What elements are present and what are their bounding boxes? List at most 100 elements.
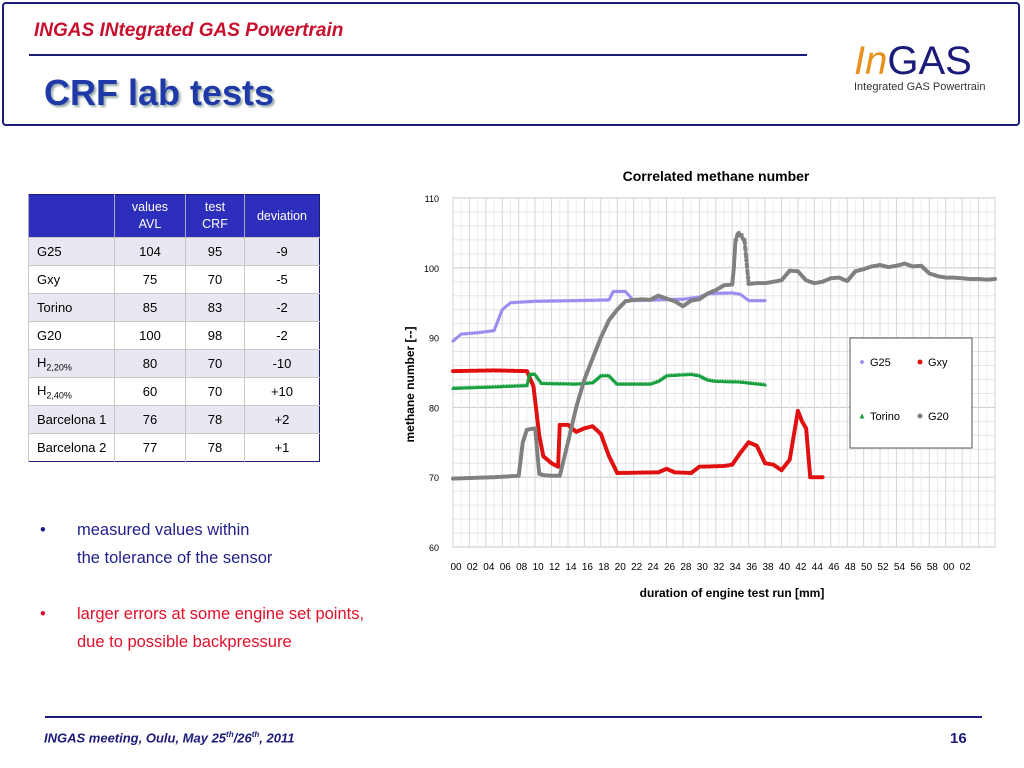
- table-row: H2,20% 80 70 -10: [28, 349, 320, 378]
- data-point-g25: [499, 309, 504, 314]
- bullet-text-line: measured values within: [77, 521, 250, 539]
- logo-in: In: [854, 39, 888, 83]
- bullet-text-line: larger errors at some engine set points,: [77, 605, 365, 623]
- x-tick-label: 28: [680, 562, 692, 573]
- table-row: Barcelona 2 77 78 +1: [28, 433, 320, 462]
- x-tick-label: 50: [861, 562, 873, 573]
- data-point-g20: [917, 413, 923, 419]
- x-tick-label: 24: [648, 562, 660, 573]
- header-test-crf: test CRF: [185, 194, 245, 238]
- data-point-gxy: [820, 475, 825, 480]
- data-point-g20: [746, 275, 751, 280]
- x-tick-label: 40: [779, 562, 791, 573]
- data-point-g20: [742, 241, 747, 246]
- x-tick-label: 10: [533, 562, 545, 573]
- data-point-g25: [500, 307, 505, 312]
- row-label: Barcelona 2: [28, 433, 115, 462]
- x-tick-label: 54: [894, 562, 906, 573]
- cell-test-crf: 95: [185, 237, 245, 266]
- cell-values-avl: 76: [114, 405, 186, 434]
- cell-test-crf: 78: [185, 405, 245, 434]
- table-row: Gxy 75 70 -5: [28, 265, 320, 294]
- data-point-gxy: [917, 359, 923, 365]
- cell-test-crf: 83: [185, 293, 245, 322]
- x-tick-label: 18: [598, 562, 610, 573]
- cell-deviation: -5: [244, 265, 320, 294]
- cell-deviation: +10: [244, 377, 320, 406]
- row-label: G25: [28, 237, 115, 266]
- data-point-g25: [628, 295, 633, 300]
- data-point-g25: [607, 296, 612, 301]
- x-tick-label: 12: [549, 562, 561, 573]
- chart-legend: [849, 337, 973, 449]
- data-point-g25: [497, 315, 502, 320]
- y-tick-label: 100: [424, 264, 439, 274]
- data-point-g25: [452, 338, 457, 343]
- row-label: H2,40%: [28, 377, 115, 406]
- x-tick-label: 30: [697, 562, 709, 573]
- data-point-g25: [458, 333, 463, 338]
- data-point-g25: [506, 302, 511, 307]
- data-point-g25: [492, 327, 497, 332]
- logo-subtitle: Integrated GAS Powertrain: [854, 81, 986, 93]
- y-axis-label: methane number [--]: [403, 326, 417, 442]
- x-tick-label: 08: [516, 562, 528, 573]
- methane-number-chart: 60 70 80 90 100 110 00 02 04 06 08 10 12 14 16 18 20 22 24…: [403, 168, 997, 600]
- x-tick-label: 04: [483, 562, 495, 573]
- cell-values-avl: 77: [114, 433, 186, 462]
- cell-deviation: +1: [244, 433, 320, 462]
- x-tick-label: 20: [615, 562, 627, 573]
- y-tick-label: 110: [425, 194, 439, 204]
- bullet-list: • measured values within the tolerance o…: [40, 516, 364, 656]
- x-tick-label: 46: [828, 562, 840, 573]
- header-banner: INGAS INtegrated GAS Powertrain CRF lab …: [2, 2, 1020, 126]
- legend-label-torino: Torino: [870, 411, 900, 423]
- data-point-g20: [745, 265, 750, 270]
- table-header-row: values AVL test CRF deviation: [28, 194, 320, 238]
- data-point-g20: [734, 237, 739, 242]
- x-tick-label: 36: [746, 562, 758, 573]
- cell-test-crf: 98: [185, 321, 245, 350]
- y-tick-label: 80: [429, 403, 439, 413]
- table-row: H2,40% 60 70 +10: [28, 377, 320, 406]
- data-point-g20: [745, 271, 750, 276]
- data-point-g25: [610, 290, 615, 295]
- table-row: G20 100 98 -2: [28, 321, 320, 350]
- data-point-g25: [745, 297, 750, 302]
- cell-values-avl: 85: [114, 293, 186, 322]
- ingas-logo: InGAS Integrated GAS Powertrain: [854, 39, 1004, 93]
- cell-values-avl: 104: [114, 237, 186, 266]
- y-tick-label: 60: [429, 543, 439, 553]
- x-tick-label: 32: [713, 562, 725, 573]
- data-point-g20: [993, 276, 997, 281]
- header-divider: [29, 54, 807, 56]
- bullet-item-errors: • larger errors at some engine set point…: [40, 600, 364, 656]
- slide-title: CRF lab tests: [44, 72, 275, 113]
- page-number: 16: [950, 730, 967, 747]
- footer-divider: [45, 716, 982, 718]
- row-label: H2,20%: [28, 349, 115, 378]
- x-tick-label: 52: [877, 562, 889, 573]
- legend-label-g25: G25: [870, 357, 891, 369]
- x-tick-label: 42: [795, 562, 807, 573]
- cell-test-crf: 78: [185, 433, 245, 462]
- bullet-text-line: due to possible backpressure: [77, 633, 292, 651]
- table-row: Torino 85 83 -2: [28, 293, 320, 322]
- data-point-g20: [744, 254, 749, 259]
- data-point-torino: [859, 413, 865, 419]
- x-tick-label: 44: [812, 562, 824, 573]
- bullet-text-line: the tolerance of the sensor: [77, 549, 273, 567]
- cell-deviation: -2: [244, 293, 320, 322]
- data-point-g25: [504, 303, 509, 308]
- x-tick-label: 58: [927, 562, 939, 573]
- x-tick-label: 02: [960, 562, 972, 573]
- cell-test-crf: 70: [185, 377, 245, 406]
- data-point-g25: [859, 359, 865, 365]
- logo-gas: GAS: [887, 39, 972, 83]
- data-point-g25: [507, 301, 512, 306]
- y-tick-label: 90: [429, 334, 439, 344]
- data-point-g25: [763, 298, 768, 303]
- data-point-g25: [453, 337, 458, 342]
- y-tick-label: 70: [429, 473, 439, 483]
- cell-deviation: +2: [244, 405, 320, 434]
